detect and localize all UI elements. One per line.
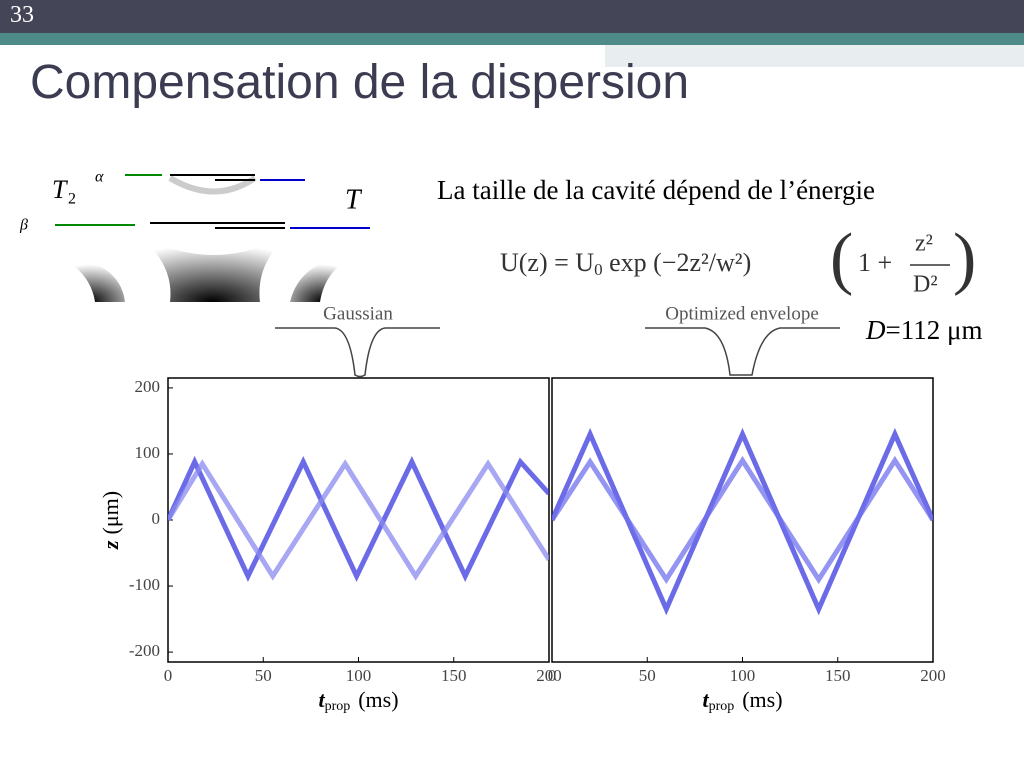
potential	[55, 255, 125, 302]
d-value: D=112 μm	[866, 315, 983, 345]
formula: U(z) = U0 exp (−2z²/w²) ( 1 + z² D² )	[500, 220, 976, 298]
insets: Gaussian Optimized envelope	[275, 303, 840, 378]
inset-curve	[275, 327, 440, 378]
y-tick-label: 100	[135, 443, 161, 462]
series-line	[168, 459, 549, 581]
accent-shade	[605, 45, 1024, 67]
x-axis-label-sub: prop	[325, 699, 351, 714]
slide-title: Compensation de la dispersion	[30, 56, 690, 109]
y-tick-label: -200	[129, 641, 160, 660]
inset-label: Optimized envelope	[665, 303, 819, 324]
diagram-label: T	[52, 175, 68, 204]
x-axis-label-main: t	[318, 687, 325, 712]
formula-part: z²	[915, 231, 933, 257]
x-tick-label: 0	[548, 666, 557, 685]
x-tick-label: 50	[639, 666, 656, 685]
x-axis-label: tprop (ms)	[702, 687, 782, 714]
x-axis-label-unit: (ms)	[742, 687, 782, 712]
x-tick-label: 100	[730, 666, 756, 685]
diagram-label: β	[19, 217, 28, 234]
statement: La taille de la cavité dépend de l’énerg…	[437, 175, 876, 205]
x-tick-label: 150	[825, 666, 851, 685]
formula-part: D²	[913, 272, 938, 298]
x-axis-label-main: t	[702, 687, 709, 712]
x-tick-label: 50	[255, 666, 272, 685]
x-tick-label: 100	[346, 666, 372, 685]
y-tick-label: 200	[135, 377, 161, 396]
formula-part: U(z) = U0 exp (−2z²/w²)	[500, 248, 751, 279]
top-bar	[0, 0, 1024, 33]
x-axis-label: tprop (ms)	[318, 687, 398, 714]
diagram-label: 2	[68, 191, 76, 208]
y-tick-label: 0	[152, 509, 161, 528]
arrows	[55, 174, 370, 229]
accent-bar	[0, 33, 1024, 45]
x-tick-label: 200	[536, 666, 562, 685]
potential	[290, 255, 355, 302]
x-axis-label-unit: (ms)	[358, 687, 398, 712]
diagram-label: T	[345, 184, 363, 215]
slide-number: 33	[10, 2, 34, 28]
potential	[130, 230, 295, 302]
y-axis-label-unit: (μm)	[98, 491, 123, 535]
inset-curve	[645, 327, 840, 376]
plot-frame	[551, 377, 934, 663]
x-tick-label: 0	[164, 666, 173, 685]
y-axis-label-main: z	[98, 540, 123, 550]
inset-label: Gaussian	[323, 303, 393, 324]
series-line	[552, 455, 933, 585]
x-tick-label: 150	[441, 666, 467, 685]
paren: )	[953, 220, 976, 297]
diagram: T 2 α β T	[19, 169, 370, 302]
y-axis-label: z (μm)	[98, 491, 123, 550]
diagram-label: α	[95, 169, 104, 186]
x-tick-label: 200	[920, 666, 946, 685]
series-line	[552, 427, 933, 616]
x-axis-label-sub: prop	[709, 699, 735, 714]
paren: (	[830, 220, 853, 297]
series-line	[168, 455, 549, 582]
potential	[168, 175, 257, 195]
y-axis-label-group: z (μm)	[98, 491, 123, 550]
y-tick-label: -100	[129, 575, 160, 594]
formula-part: 1 +	[858, 248, 892, 277]
